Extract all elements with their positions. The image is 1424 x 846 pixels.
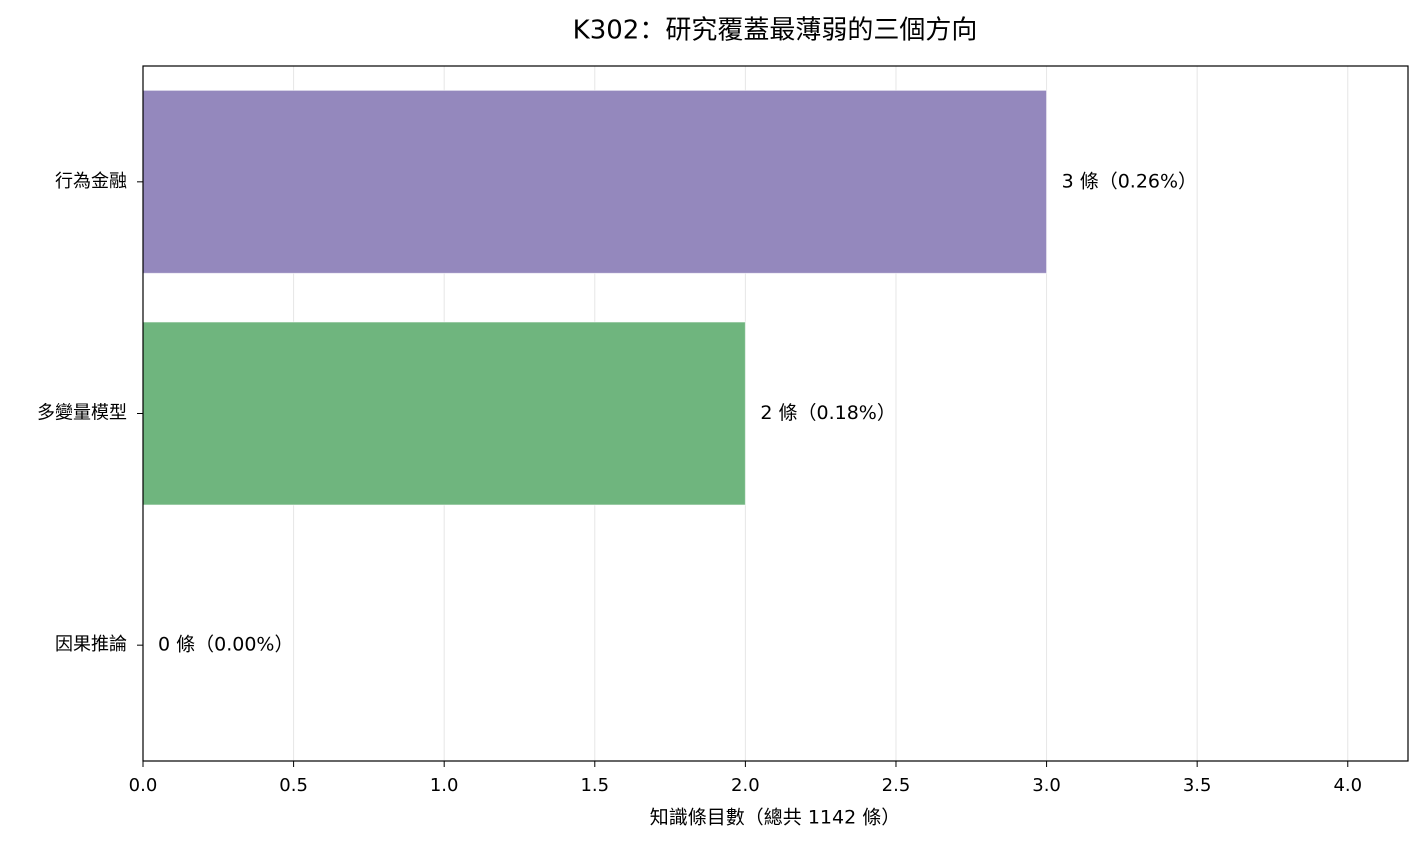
x-tick-label: 3.0	[1032, 775, 1061, 796]
y-tick-label: 多變量模型	[37, 403, 127, 424]
x-tick-label: 2.0	[731, 775, 760, 796]
x-tick-label: 1.5	[580, 775, 609, 796]
data-label: 3 條（0.26%）	[1062, 170, 1198, 192]
x-tick-label: 2.5	[882, 775, 911, 796]
x-tick-label: 4.0	[1333, 775, 1362, 796]
data-label: 0 條（0.00%）	[158, 634, 294, 656]
chart-title: K302：研究覆蓋最薄弱的三個方向	[573, 16, 978, 46]
x-tick-label: 3.5	[1183, 775, 1212, 796]
x-axis-label: 知識條目數（總共 1142 條）	[650, 807, 900, 829]
plot-frame	[142, 65, 1409, 762]
x-tick-label: 1.0	[430, 775, 459, 796]
y-tick-label: 因果推論	[55, 634, 127, 655]
y-tick-label: 行為金融	[55, 171, 127, 192]
x-tick-label: 0.5	[279, 775, 308, 796]
bar	[142, 89, 1048, 274]
x-tick-label: 0.0	[129, 775, 158, 796]
bar	[142, 321, 746, 506]
data-label: 2 條（0.18%）	[760, 402, 896, 424]
